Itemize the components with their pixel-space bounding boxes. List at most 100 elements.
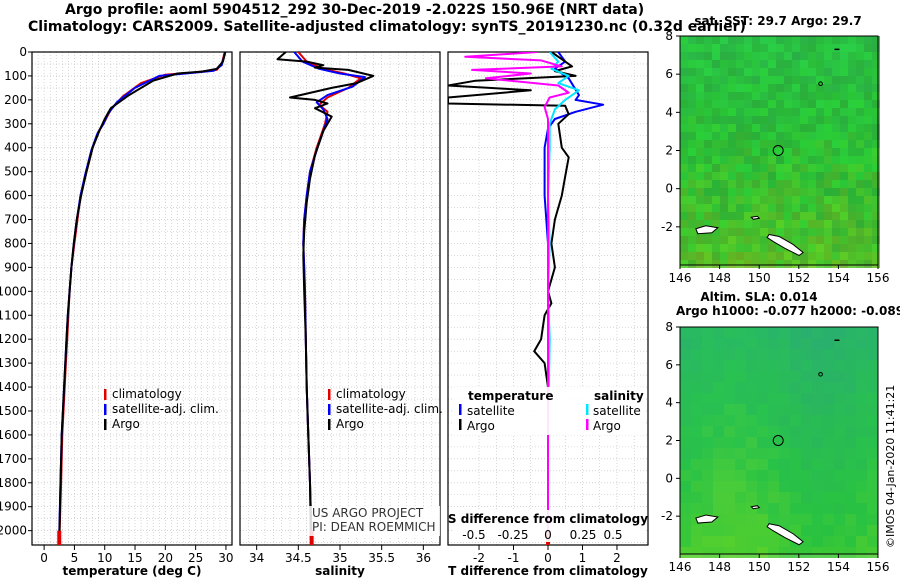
map-cell (752, 116, 760, 124)
map-cell (816, 108, 824, 116)
map-cell (792, 196, 800, 204)
page-title-line1: Argo profile: aoml 5904512_292 30-Dec-20… (65, 2, 645, 18)
map-cell (728, 60, 736, 68)
map-cell (760, 100, 768, 108)
map-cell (768, 116, 776, 124)
map-cell (867, 382, 878, 393)
x-axis-label: salinity (315, 564, 365, 578)
map-cell (744, 76, 752, 84)
map-cell (691, 415, 702, 426)
map-cell (801, 536, 812, 547)
map-cell (704, 196, 712, 204)
map-cell (848, 244, 856, 252)
map-cell (816, 132, 824, 140)
map-cell (779, 503, 790, 514)
map-cell (848, 60, 856, 68)
map-cell (800, 252, 808, 260)
map-cell (713, 503, 724, 514)
map-cell (856, 156, 864, 164)
map-cell (864, 220, 872, 228)
map-cell (704, 132, 712, 140)
map-cell (752, 124, 760, 132)
map-cell (724, 404, 735, 415)
map-cell (848, 124, 856, 132)
map-cell (812, 382, 823, 393)
map-cell (688, 252, 696, 260)
map-cell (800, 76, 808, 84)
map-cell (736, 116, 744, 124)
map-cell (702, 503, 713, 514)
map-cell (735, 371, 746, 382)
map-cell (812, 404, 823, 415)
map-cell (840, 228, 848, 236)
map-cell (712, 116, 720, 124)
map-cell (713, 393, 724, 404)
map-y-tick-label: -2 (661, 220, 673, 234)
map-cell (704, 116, 712, 124)
map-cell (800, 236, 808, 244)
map-cell (768, 470, 779, 481)
map-cell (680, 164, 688, 172)
map-cell (784, 236, 792, 244)
map-cell (784, 108, 792, 116)
map-cell (845, 327, 856, 338)
map-cell (712, 228, 720, 236)
map-cell (724, 525, 735, 536)
map-cell (760, 60, 768, 68)
map-cell (702, 382, 713, 393)
map-cell (779, 536, 790, 547)
map-cell (872, 196, 880, 204)
map-cell (760, 260, 768, 268)
map-sst: 146 148 150 152 154 156 -2 0 2 4 6 8 (661, 29, 889, 285)
map-cell (696, 68, 704, 76)
map-cell (801, 525, 812, 536)
map-cell (744, 84, 752, 92)
map-cell (779, 327, 790, 338)
map-cell (712, 244, 720, 252)
map-cell (746, 547, 757, 558)
map-cell (824, 252, 832, 260)
map-cell (696, 92, 704, 100)
map-cell (735, 481, 746, 492)
map-cell (834, 481, 845, 492)
map-cell (824, 140, 832, 148)
map-cell (832, 116, 840, 124)
map-cell (800, 204, 808, 212)
map-cell (680, 196, 688, 204)
map-cell (712, 212, 720, 220)
map-cell (784, 188, 792, 196)
map-cell (744, 44, 752, 52)
map-cell (792, 52, 800, 60)
map-y-tick-label: 2 (665, 434, 673, 448)
map-cell (760, 204, 768, 212)
map-cell (768, 164, 776, 172)
map-cell (760, 108, 768, 116)
map-cell (784, 60, 792, 68)
map-cell (680, 212, 688, 220)
map-cell (832, 76, 840, 84)
map-cell (752, 252, 760, 260)
map-cell (713, 514, 724, 525)
map-cell (824, 236, 832, 244)
map-cell (832, 132, 840, 140)
map-cell (800, 148, 808, 156)
series-line-climatology (58, 52, 226, 543)
map-cell (856, 164, 864, 172)
map-cell (834, 404, 845, 415)
map-cell (845, 382, 856, 393)
map-cell (713, 492, 724, 503)
map-cell (845, 338, 856, 349)
map-cell (724, 459, 735, 470)
map-cell (792, 124, 800, 132)
map-cell (834, 327, 845, 338)
map-cell (688, 212, 696, 220)
map-cell (680, 503, 691, 514)
y-tick-label: 500 (4, 165, 27, 179)
map-cell (824, 76, 832, 84)
y-tick-label: 700 (4, 213, 27, 227)
map-cell (856, 338, 867, 349)
series-group (58, 52, 227, 543)
map-cell (768, 76, 776, 84)
map-cell (752, 60, 760, 68)
map-cell (712, 196, 720, 204)
